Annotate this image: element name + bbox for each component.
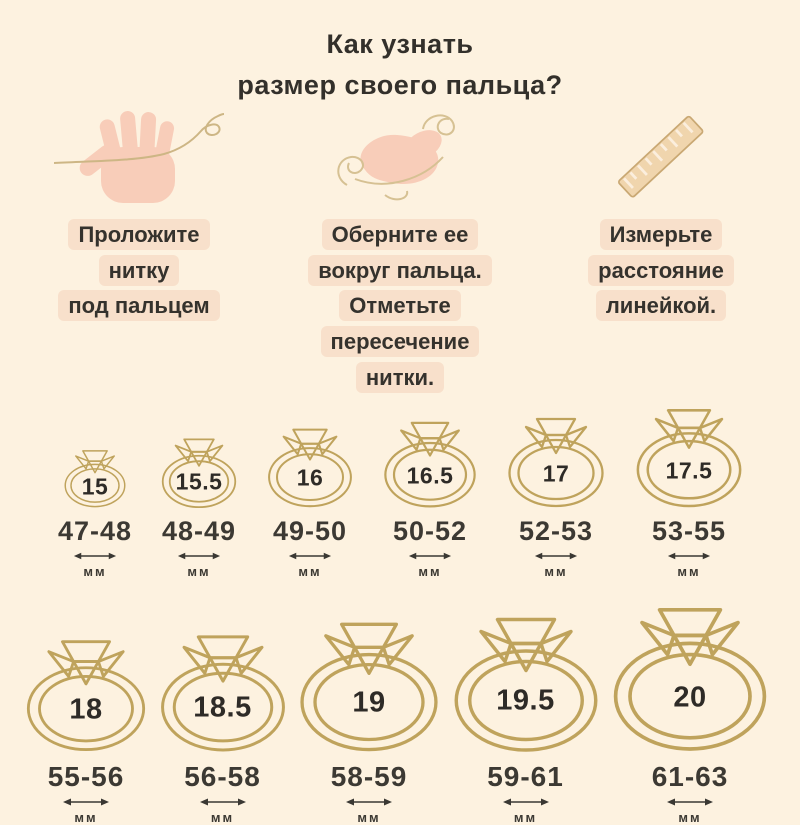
- ring-size-row-2: 18 55-56 мм 18.5 56-58 мм 19 58-59 мм: [0, 605, 800, 825]
- ring-size-number: 18: [69, 693, 103, 726]
- double-arrow-icon: [73, 551, 117, 561]
- ring-icon: 17.5: [634, 407, 744, 508]
- step-text: Оберните ее вокруг пальца. Отметьте пере…: [308, 217, 492, 395]
- ring-icon: 15: [63, 449, 127, 508]
- ring-diameter-range: 49-50: [273, 516, 348, 547]
- ring-diameter-range: 59-61: [487, 760, 564, 792]
- step-lay-thread: Проложите нитку под пальцем: [26, 109, 252, 395]
- ring-size-item-19-5: 19.5 59-61 мм: [451, 615, 601, 825]
- ring-icon: 20: [610, 605, 770, 752]
- unit-label: мм: [677, 564, 701, 580]
- unit-label: мм: [357, 809, 381, 825]
- ring-size-row-1: 15 47-48 мм 15.5 48-49 мм 16 49-50 мм: [0, 407, 800, 579]
- ring-size-number: 15: [81, 473, 109, 500]
- steps-row: Проложите нитку под пальцем О: [0, 109, 800, 395]
- ring-size-item-15: 15 47-48 мм: [58, 449, 132, 579]
- ring-size-number: 19.5: [496, 684, 555, 717]
- ring-size-item-18: 18 55-56 мм: [24, 638, 148, 825]
- unit-label: мм: [298, 564, 322, 580]
- ring-size-item-15-5: 15.5 48-49 мм: [160, 437, 238, 580]
- ring-diameter-range: 53-55: [651, 516, 727, 547]
- step-text-highlight: Проложите нитку под пальцем: [58, 219, 220, 322]
- ring-size-number: 15.5: [175, 468, 223, 495]
- ring-size-number: 20: [673, 681, 707, 714]
- unit-label: мм: [187, 564, 211, 580]
- ring-size-number: 17.5: [665, 457, 713, 484]
- page-title: Как узнать размер своего пальца?: [237, 29, 563, 100]
- ring-size-item-16-5: 16.5 50-52 мм: [382, 420, 478, 579]
- double-arrow-icon: [408, 551, 452, 561]
- ring-size-item-17: 17 52-53 мм: [506, 416, 606, 579]
- ring-icon: 15.5: [160, 437, 238, 509]
- double-arrow-icon: [341, 797, 397, 807]
- double-arrow-icon: [195, 797, 251, 807]
- ring-icon: 18: [24, 638, 148, 752]
- thread-around-finger-icon: [325, 109, 475, 205]
- ring-icon: 16: [266, 427, 354, 508]
- double-arrow-icon: [667, 551, 711, 561]
- ring-size-number: 16: [296, 464, 324, 491]
- ruler-icon: [601, 109, 721, 205]
- unit-label: мм: [74, 809, 98, 825]
- ring-icon: 19: [297, 620, 441, 752]
- ring-icon: 17: [506, 416, 606, 508]
- ring-diameter-range: 52-53: [518, 516, 594, 547]
- ring-diameter-range: 50-52: [392, 516, 468, 547]
- unit-label: мм: [678, 809, 702, 825]
- ring-size-item-18-5: 18.5 56-58 мм: [158, 633, 288, 825]
- ring-diameter-range: 61-63: [651, 760, 729, 792]
- ring-size-number: 17: [542, 460, 570, 487]
- hand-with-thread-icon: [54, 109, 224, 205]
- step-measure-ruler: Измерьте расстояние линейкой.: [548, 109, 774, 395]
- ring-size-item-17-5: 17.5 53-55 мм: [634, 407, 744, 579]
- ring-size-number: 19: [352, 686, 386, 719]
- ring-size-item-19: 19 58-59 мм: [297, 620, 441, 825]
- unit-label: мм: [418, 564, 442, 580]
- ring-icon: 18.5: [158, 633, 288, 753]
- double-arrow-icon: [662, 797, 718, 807]
- unit-label: мм: [83, 564, 107, 580]
- ring-diameter-range: 58-59: [330, 760, 408, 792]
- ring-size-item-20: 20 61-63 мм: [610, 605, 770, 825]
- step-text-highlight: Измерьте расстояние линейкой.: [588, 219, 734, 322]
- ring-diameter-range: 47-48: [58, 516, 133, 547]
- ring-size-item-16: 16 49-50 мм: [266, 427, 354, 579]
- double-arrow-icon: [288, 551, 332, 561]
- double-arrow-icon: [177, 551, 221, 561]
- ring-size-number: 16.5: [406, 462, 454, 489]
- unit-label: мм: [513, 809, 538, 825]
- ring-diameter-range: 55-56: [47, 760, 125, 792]
- ring-icon: 16.5: [382, 420, 478, 508]
- step-text: Проложите нитку под пальцем: [58, 217, 220, 324]
- step-text: Измерьте расстояние линейкой.: [588, 217, 734, 324]
- ring-diameter-range: 56-58: [184, 760, 261, 792]
- double-arrow-icon: [534, 551, 578, 561]
- ring-size-infographic: Как узнать размер своего пальца? Проло: [0, 29, 800, 825]
- double-arrow-icon: [498, 797, 554, 807]
- unit-label: мм: [544, 564, 568, 580]
- double-arrow-icon: [58, 797, 114, 807]
- ring-icon: 19.5: [451, 615, 601, 753]
- unit-label: мм: [210, 809, 235, 825]
- ring-size-number: 18.5: [193, 691, 252, 724]
- step-wrap-thread: Оберните ее вокруг пальца. Отметьте пере…: [278, 109, 522, 395]
- step-text-highlight: Оберните ее вокруг пальца. Отметьте пере…: [308, 219, 492, 393]
- ring-diameter-range: 48-49: [162, 516, 237, 547]
